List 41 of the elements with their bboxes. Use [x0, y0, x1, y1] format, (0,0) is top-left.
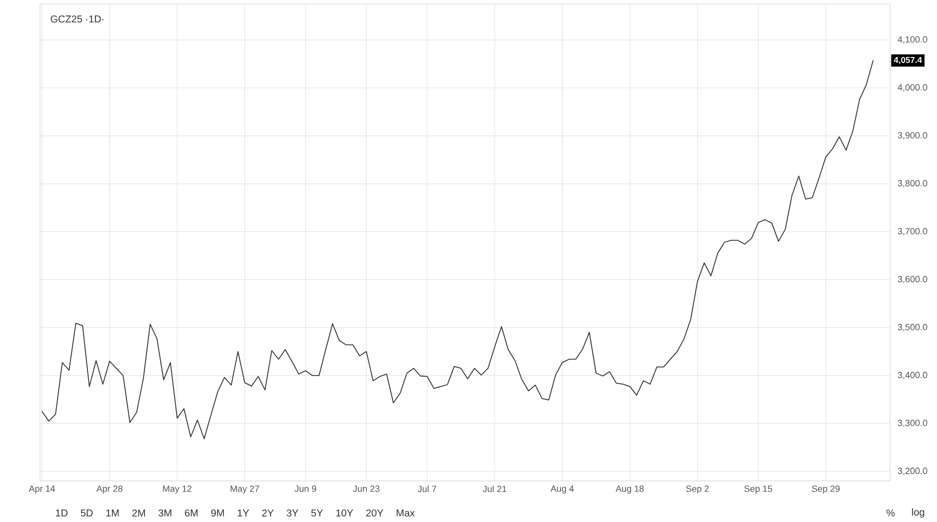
text: 1D	[56, 510, 68, 516]
y-tick-label: 3,600.0	[898, 276, 928, 284]
x-tick-label: Jul 21	[482, 486, 506, 492]
y-tick-label: 3,900.0	[898, 132, 928, 140]
text: 10Y	[336, 509, 354, 517]
y-tick-label: 3,800.0	[898, 180, 928, 188]
text: 5Y	[311, 509, 323, 516]
x-tick-label: Jul 7	[418, 486, 436, 492]
x-tick-label: Sep 2	[686, 486, 709, 494]
x-tick-label: May 27	[230, 486, 260, 494]
text: 1Y	[238, 510, 250, 516]
x-tick-label: Sep 29	[812, 486, 840, 494]
text: GCZ25 ·1D·	[50, 15, 104, 23]
x-tick-label: Aug 4	[550, 486, 574, 494]
y-tick-label: 3,700.0	[898, 228, 928, 236]
x-tick-label: Sep 15	[744, 486, 772, 494]
text: 6M	[184, 509, 198, 517]
text: 3Y	[286, 509, 298, 517]
text: log	[912, 508, 924, 518]
text: 4,057.4	[894, 56, 922, 64]
y-tick-label: 3,400.0	[898, 372, 928, 380]
text: 20Y	[366, 509, 384, 517]
x-tick-label: Apr 14	[28, 486, 56, 494]
x-tick-label: Apr 28	[96, 486, 122, 494]
x-tick-label: Jun 9	[294, 486, 316, 492]
y-tick-label: 4,100.0	[898, 36, 928, 44]
x-tick-label: Aug 18	[616, 486, 644, 494]
y-tick-label: 3,500.0	[898, 324, 928, 332]
y-tick-label: 3,300.0	[898, 420, 928, 428]
text: 2M	[132, 509, 145, 516]
text: 1M	[106, 510, 119, 516]
y-tick-label: 3,200.0	[898, 468, 928, 476]
text: 2Y	[262, 509, 274, 516]
text: 5D	[80, 509, 93, 516]
text: 3M	[158, 509, 172, 517]
text: 9M	[211, 509, 224, 517]
y-tick-label: 4,000.0	[898, 84, 928, 92]
x-tick-label: May 12	[163, 486, 192, 494]
x-tick-label: Jun 23	[352, 486, 380, 492]
text: %	[886, 509, 895, 516]
text: Max	[396, 509, 415, 516]
